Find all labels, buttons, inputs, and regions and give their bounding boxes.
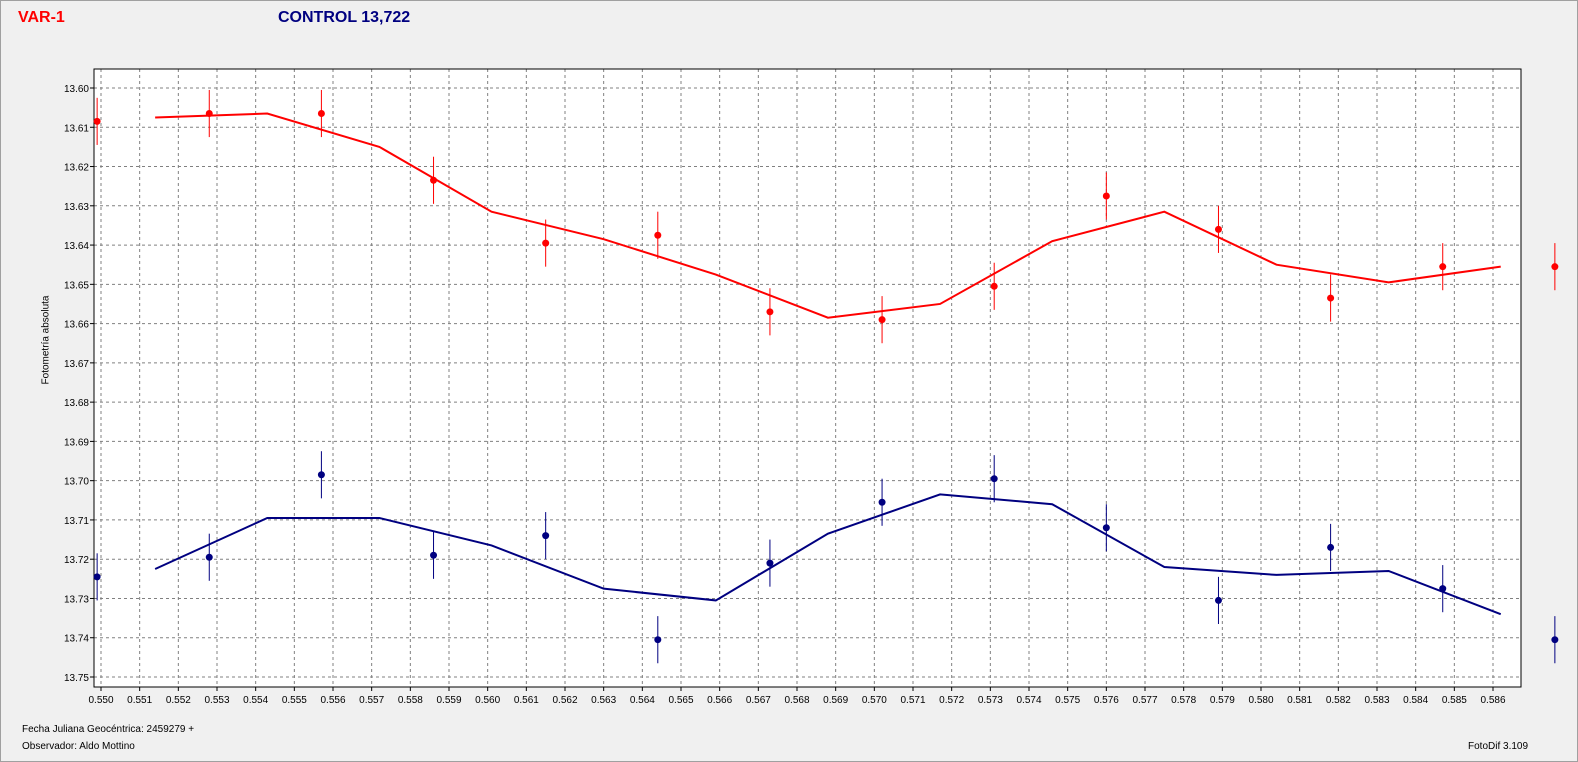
y-tick-label: 13.72 [64, 555, 89, 566]
x-axis-label: Fecha Juliana Geocéntrica: 2459279 + [22, 724, 195, 735]
y-tick-label: 13.70 [64, 477, 89, 488]
x-tick-label: 0.568 [784, 695, 809, 706]
x-tick-label: 0.567 [746, 695, 771, 706]
control-data-point [317, 471, 325, 479]
x-tick-label: 0.550 [88, 695, 113, 706]
y-tick-label: 13.74 [64, 634, 89, 645]
x-tick-label: 0.554 [243, 695, 268, 706]
control-data-point [654, 636, 662, 644]
y-tick-label: 13.68 [64, 398, 89, 409]
control-data-point [430, 551, 438, 559]
x-tick-label: 0.551 [127, 695, 152, 706]
var-data-point [93, 117, 101, 125]
control-data-point [990, 475, 998, 483]
x-tick-label: 0.564 [630, 695, 655, 706]
x-tick-label: 0.581 [1287, 695, 1312, 706]
x-tick-label: 0.580 [1248, 695, 1273, 706]
y-tick-label: 13.71 [64, 516, 89, 527]
control-data-point [1214, 596, 1222, 604]
x-tick-label: 0.579 [1210, 695, 1235, 706]
y-tick-label: 13.66 [64, 320, 89, 331]
x-tick-label: 0.571 [900, 695, 925, 706]
x-tick-label: 0.566 [707, 695, 732, 706]
x-tick-label: 0.552 [166, 695, 191, 706]
x-tick-label: 0.553 [204, 695, 229, 706]
y-tick-label: 13.62 [64, 163, 89, 174]
y-axis-label: Fotometría absoluta [40, 295, 52, 385]
control-data-point [1327, 543, 1335, 551]
control-data-point [1102, 524, 1110, 532]
control-data-point [205, 553, 213, 561]
x-tick-label: 0.569 [823, 695, 848, 706]
software-label: FotoDif 3.109 [1468, 741, 1529, 752]
control-data-point [766, 559, 774, 567]
y-tick-label: 13.75 [64, 673, 89, 684]
var-data-point [1327, 294, 1335, 302]
var-fit-line [155, 112, 1501, 319]
y-tick-label: 13.67 [64, 359, 89, 370]
x-tick-label: 0.574 [1016, 695, 1041, 706]
y-tick-label: 13.60 [64, 84, 89, 95]
x-tick-label: 0.583 [1364, 695, 1389, 706]
control-data-point [1551, 636, 1559, 644]
x-tick-label: 0.573 [978, 695, 1003, 706]
x-tick-label: 0.575 [1055, 695, 1080, 706]
x-tick-label: 0.561 [514, 695, 539, 706]
var-data-point [1439, 263, 1447, 271]
x-tick-label: 0.582 [1326, 695, 1351, 706]
y-tick-label: 13.73 [64, 594, 89, 605]
x-tick-label: 0.585 [1442, 695, 1467, 706]
y-tick-label: 13.61 [64, 123, 89, 134]
var-data-point [654, 231, 662, 239]
plot-border [93, 68, 1522, 688]
x-tick-label: 0.577 [1132, 695, 1157, 706]
control-data-point [878, 498, 886, 506]
var-data-point [878, 316, 886, 324]
x-tick-label: 0.562 [552, 695, 577, 706]
y-tick-label: 13.63 [64, 202, 89, 213]
var-data-point [205, 110, 213, 118]
control-data-point [542, 532, 550, 540]
x-tick-label: 0.576 [1094, 695, 1119, 706]
x-tick-label: 0.559 [436, 695, 461, 706]
observer-label: Observador: Aldo Mottino [22, 741, 135, 752]
var-data-point [1102, 192, 1110, 200]
x-tick-label: 0.556 [320, 695, 345, 706]
var-data-point [766, 308, 774, 316]
control-data-point [1439, 585, 1447, 593]
var-data-point [990, 282, 998, 290]
x-tick-label: 0.565 [668, 695, 693, 706]
plot-area [93, 68, 1522, 688]
y-tick-label: 13.64 [64, 241, 89, 252]
control-fit-line [154, 493, 1502, 616]
var-data-point [542, 239, 550, 247]
control-series-title: CONTROL 13,722 [278, 9, 411, 26]
var-series-title: VAR-1 [18, 9, 65, 26]
x-tick-label: 0.578 [1171, 695, 1196, 706]
control-data-point [93, 573, 101, 581]
y-tick-label: 13.65 [64, 280, 89, 291]
x-tick-label: 0.586 [1480, 695, 1505, 706]
var-data-point [430, 176, 438, 184]
x-tick-label: 0.584 [1403, 695, 1428, 706]
x-tick-label: 0.570 [862, 695, 887, 706]
y-tick-label: 13.69 [64, 437, 89, 448]
x-tick-label: 0.572 [939, 695, 964, 706]
x-tick-label: 0.557 [359, 695, 384, 706]
x-tick-label: 0.560 [475, 695, 500, 706]
var-data-point [1551, 263, 1559, 271]
var-data-point [317, 110, 325, 118]
var-data-point [1214, 225, 1222, 233]
x-tick-label: 0.558 [398, 695, 423, 706]
x-tick-label: 0.563 [591, 695, 616, 706]
x-tick-label: 0.555 [282, 695, 307, 706]
